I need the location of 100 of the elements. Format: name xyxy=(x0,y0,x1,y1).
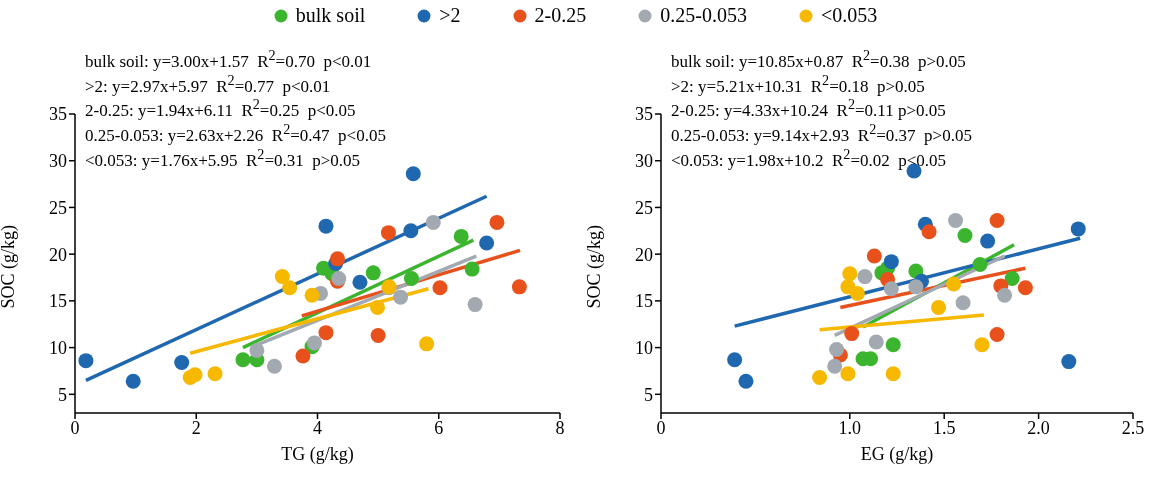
y-tick-label: 15 xyxy=(49,291,67,312)
x-tick-label: 0 xyxy=(656,417,666,438)
annotation: <0.053: y=1.76x+5.95 R$^{2}$=0.31 p>0.05 xyxy=(85,145,362,170)
x-tick-label: 8 xyxy=(555,417,565,438)
point xyxy=(453,228,469,244)
point xyxy=(318,218,334,234)
y-tick-label: 10 xyxy=(49,337,67,358)
point xyxy=(1004,270,1020,286)
point xyxy=(849,285,865,301)
point xyxy=(844,326,860,342)
annotation: 0.25-0.053: y=9.14x+2.93 R$^{2}$=0.37 p>0.05 xyxy=(671,120,972,145)
point xyxy=(974,337,990,353)
y-tick-label: 30 xyxy=(49,151,67,172)
y-tick-label: 5 xyxy=(58,384,67,405)
legend-label: >2 xyxy=(439,4,461,27)
point xyxy=(1070,221,1086,237)
point xyxy=(997,287,1013,303)
point xyxy=(403,223,419,239)
y-tick-label: 35 xyxy=(49,104,67,125)
point xyxy=(370,299,386,315)
x-tick-label: 2.0 xyxy=(1027,417,1050,438)
point xyxy=(972,256,988,272)
point xyxy=(249,342,265,358)
point xyxy=(464,261,480,277)
point xyxy=(318,325,334,341)
point xyxy=(980,233,996,249)
point xyxy=(1061,354,1077,370)
point xyxy=(489,214,505,230)
y-tick-label: 25 xyxy=(49,197,67,218)
point xyxy=(380,225,396,241)
point xyxy=(857,269,873,285)
point xyxy=(946,276,962,292)
point xyxy=(885,337,901,353)
point xyxy=(989,327,1005,343)
y-tick-label: 20 xyxy=(49,244,67,265)
x-axis-title: EG (g/kg) xyxy=(860,444,934,465)
point xyxy=(266,358,282,374)
point xyxy=(957,227,973,243)
point xyxy=(1017,280,1033,296)
point xyxy=(840,366,856,382)
point xyxy=(885,366,901,382)
point xyxy=(274,269,290,285)
point xyxy=(829,341,845,357)
point xyxy=(207,366,223,382)
text: bulk soil: y=10.85x+0.87 R$^{2}$=0.38 p>0.05 xyxy=(671,46,967,71)
x-tick-label: 2 xyxy=(191,417,201,438)
annotation: <0.053: y=1.98x+10.2 R$^{2}$=0.02 p<0.05 xyxy=(671,145,948,170)
x-tick-label: 2.5 xyxy=(1121,417,1145,438)
point xyxy=(883,254,899,270)
legend-label: <0.053 xyxy=(820,4,878,27)
point xyxy=(235,352,251,368)
point xyxy=(174,355,190,371)
point xyxy=(78,353,94,369)
point xyxy=(908,279,924,295)
point xyxy=(827,358,843,374)
x-tick-label: 0 xyxy=(70,417,80,438)
y-axis-title: SOC (g/kg) xyxy=(0,224,20,309)
x-tick-label: 1.0 xyxy=(838,417,862,438)
text: >2: y=2.97x+5.97 R$^{2}$=0.77 p<0.01 xyxy=(85,71,332,96)
point xyxy=(955,295,971,311)
annotation: 2-0.25: y=4.33x+10.24 R$^{2}$=0.11 p>0.05 xyxy=(671,96,947,120)
point xyxy=(883,281,899,297)
annotation: 2-0.25: y=1.94x+6.11 R$^{2}$=0.25 p<0.05 xyxy=(85,96,357,120)
point xyxy=(405,166,421,182)
point xyxy=(738,373,754,389)
point xyxy=(306,335,322,351)
y-tick-label: 10 xyxy=(635,337,653,358)
text: >2: y=5.21x+10.31 R$^{2}$=0.18 p>0.05 xyxy=(671,71,926,96)
y-axis-title: SOC (g/kg) xyxy=(584,224,606,309)
point xyxy=(921,224,937,240)
point xyxy=(727,352,743,368)
y-tick-label: 25 xyxy=(635,197,653,218)
legend-label: bulk soil xyxy=(295,4,366,27)
point xyxy=(370,327,386,343)
y-tick-label: 20 xyxy=(635,244,653,265)
legend-label: 0.25-0.053 xyxy=(660,4,747,27)
point xyxy=(295,348,311,364)
point xyxy=(187,367,203,383)
x-tick-label: 4 xyxy=(313,417,322,438)
point xyxy=(365,265,381,281)
y-tick-label: 35 xyxy=(635,104,653,125)
point xyxy=(467,297,483,313)
text: bulk soil: y=3.00x+1.57 R$^{2}$=0.70 p<0.01 xyxy=(85,46,373,71)
y-tick-label: 15 xyxy=(635,291,653,312)
point xyxy=(432,280,448,296)
annotation: 0.25-0.053: y=2.63x+2.26 R$^{2}$=0.47 p<0.05 xyxy=(85,120,386,145)
point xyxy=(352,274,368,290)
point xyxy=(425,214,441,230)
point xyxy=(419,336,435,352)
point xyxy=(125,373,141,389)
y-tick-label: 30 xyxy=(635,151,653,172)
point xyxy=(866,248,882,264)
point xyxy=(393,289,409,305)
x-tick-label: 6 xyxy=(434,417,444,438)
y-tick-label: 5 xyxy=(644,384,653,405)
point xyxy=(948,213,964,229)
point xyxy=(842,266,858,282)
point xyxy=(479,235,495,251)
point xyxy=(931,299,947,315)
point xyxy=(511,279,527,295)
